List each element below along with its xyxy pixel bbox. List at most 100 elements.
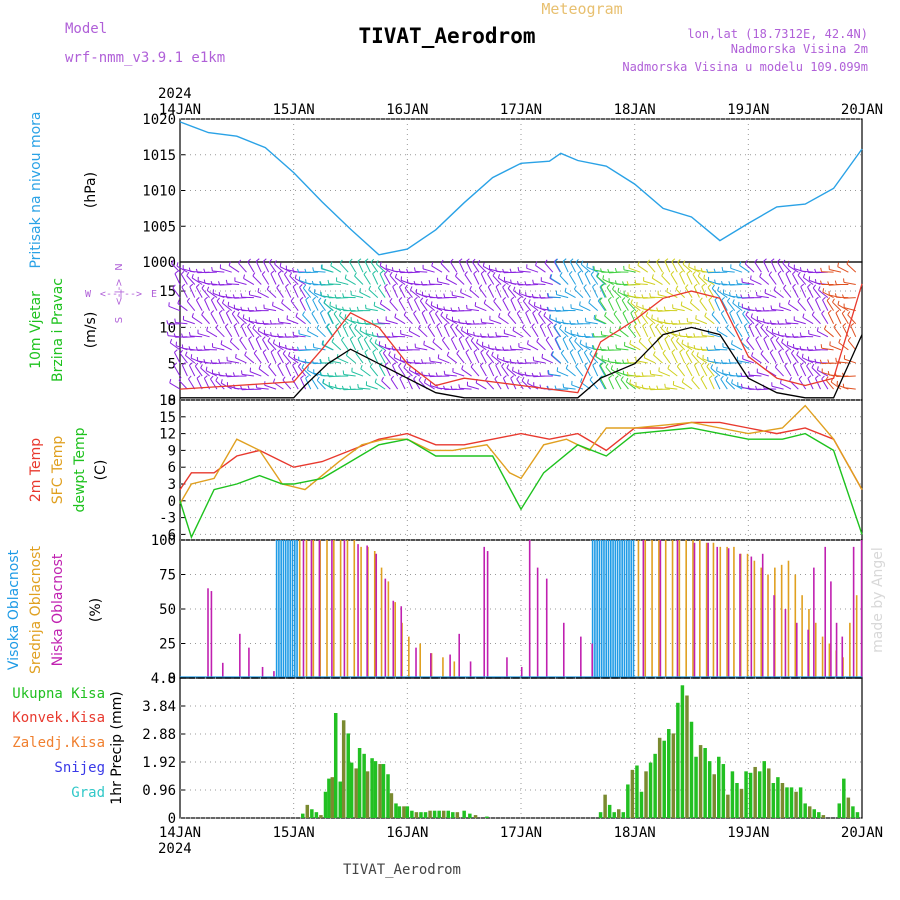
wind-barb — [498, 316, 509, 325]
wind-barb — [833, 326, 842, 338]
wind-barb-flag — [516, 310, 521, 314]
wind-barb-flag — [799, 267, 802, 272]
wind-barb — [691, 353, 700, 364]
wind-barb-flag — [342, 370, 345, 375]
wind-barb-flag — [816, 327, 819, 332]
wind-barb-flag — [584, 270, 589, 275]
x-tick-label-top: 15JAN — [273, 102, 315, 118]
wind-barb — [419, 300, 428, 311]
wind-barb-flag — [255, 258, 260, 262]
wind-barb-flag — [667, 364, 670, 369]
wind-barb — [843, 375, 856, 378]
wind-barb-flag — [240, 293, 243, 298]
wind-barb — [649, 325, 656, 338]
wind-barb — [586, 266, 598, 273]
wind-barb — [622, 312, 629, 324]
wind-barb-flag — [568, 270, 573, 275]
wind-barb-flag — [834, 280, 837, 285]
wind-barb — [389, 301, 399, 311]
wind-barb — [787, 344, 799, 351]
wind-barb — [559, 328, 569, 338]
wind-barb — [227, 360, 240, 364]
wind-barb-flag — [392, 283, 397, 288]
wind-barb — [716, 370, 728, 377]
wind-barb-flag — [604, 312, 607, 317]
wind-barb — [302, 314, 312, 325]
wind-barb-flag — [443, 370, 446, 375]
wind-barb-flag — [842, 383, 845, 388]
temperature-unit: (C) — [93, 460, 109, 481]
wind-barb — [569, 352, 577, 364]
wind-barb — [279, 266, 292, 273]
wind-barb — [843, 387, 856, 390]
wind-barb — [360, 368, 371, 377]
wind-barb — [413, 313, 421, 324]
wind-barb — [655, 326, 663, 338]
wind-barb — [824, 328, 834, 338]
wind-barb-flag — [225, 279, 228, 284]
wind-barb-flag — [626, 371, 629, 376]
wind-barb — [516, 378, 524, 390]
wind-barb — [493, 300, 502, 311]
wind-barb — [507, 314, 517, 325]
wind-barb-flag — [735, 293, 738, 299]
wind-barb — [829, 269, 842, 273]
wind-barb-flag — [822, 288, 825, 293]
wind-barb-flag — [277, 333, 280, 338]
wind-barb-flag — [311, 280, 314, 286]
wind-barb-flag — [413, 359, 416, 364]
wind-barb — [437, 387, 450, 390]
wind-barb — [814, 378, 821, 390]
legend-total-rain: Ukupna Kisa — [12, 686, 105, 702]
wind-barb — [399, 378, 406, 390]
wind-barb-flag — [398, 268, 401, 273]
wind-barb-flag — [630, 309, 635, 314]
wind-barb-flag — [701, 283, 706, 288]
wind-barb-flag — [473, 270, 477, 275]
wind-barb-flag — [648, 336, 652, 341]
wind-barb-flag — [842, 294, 845, 299]
wind-barb-flag — [262, 336, 266, 340]
wind-barb — [372, 273, 379, 285]
precip-y-tick-label: 1.92 — [142, 755, 176, 771]
precip-bar — [698, 745, 703, 818]
wind-barb-flag — [656, 385, 659, 390]
wind-barb-flag — [573, 285, 577, 290]
wind-barb-flag — [480, 318, 483, 323]
wind-barb — [235, 357, 247, 364]
x-tick-label-top: 14JAN — [159, 102, 201, 118]
wind-barb-flag — [662, 349, 666, 354]
wind-barb-flag — [583, 349, 588, 353]
wind-barb-flag — [354, 324, 358, 329]
wind-barb-flag — [379, 270, 384, 275]
precip-bar — [362, 753, 366, 818]
wind-barb-flag — [700, 362, 705, 366]
wind-barb — [461, 368, 472, 377]
wind-barb-flag — [398, 362, 402, 367]
wind-barb-flag — [670, 336, 675, 340]
wind-barb — [477, 263, 487, 273]
precip-bar — [794, 791, 798, 818]
wind-barb — [378, 352, 386, 364]
wind-barb — [786, 322, 799, 325]
wind-barb — [246, 326, 255, 338]
wind-barb-flag — [502, 296, 507, 301]
wind-barb — [204, 299, 211, 311]
wind-barb-flag — [297, 362, 302, 367]
wind-barb-flag — [629, 340, 632, 345]
wind-barb — [600, 378, 607, 390]
cloud-mid-ylabel: Srednja Oblacnost — [28, 546, 44, 674]
wind-barb — [168, 335, 181, 338]
wind-barb-flag — [602, 275, 605, 280]
wind-barb — [329, 305, 342, 312]
wind-barb-flag — [785, 270, 790, 274]
wind-barb-flag — [763, 336, 768, 340]
wind-barb-flag — [356, 306, 359, 311]
wind-barb-flag — [592, 283, 596, 288]
precip-bar — [739, 788, 744, 818]
wind-barb-flag — [748, 306, 750, 311]
precip-bar — [680, 685, 685, 818]
precip-bar — [712, 774, 716, 818]
wind-barb-flag — [706, 268, 709, 273]
wind-barb-flag — [473, 349, 478, 353]
